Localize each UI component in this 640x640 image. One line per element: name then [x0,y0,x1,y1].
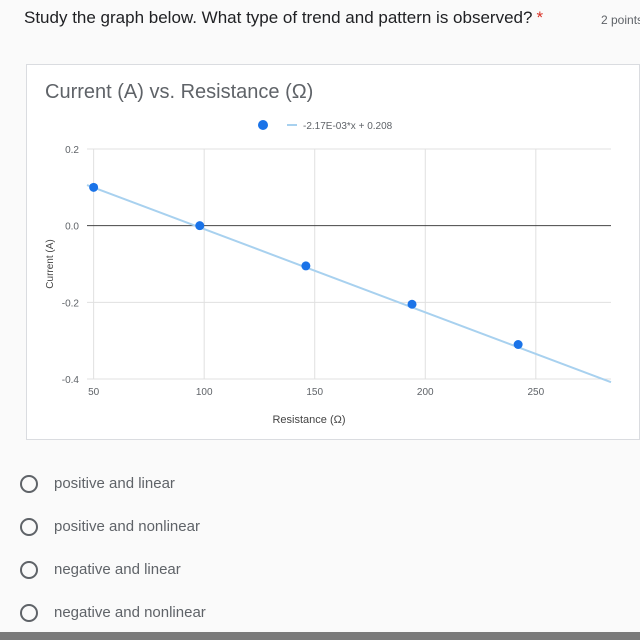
choice-negative-linear[interactable]: negative and linear [20,548,206,591]
choice-label: positive and linear [54,475,175,492]
answer-choices: positive and linear positive and nonline… [20,462,206,634]
x-tick-label: 250 [527,387,544,398]
legend-label: -2.17E-03*x + 0.208 [303,121,393,132]
choice-negative-nonlinear[interactable]: negative and nonlinear [20,591,206,634]
y-axis-label: Current (A) [45,239,56,288]
radio-button[interactable] [20,560,38,579]
radio-button[interactable] [20,603,38,622]
legend-marker [258,120,268,130]
data-point [195,221,205,231]
x-tick-label: 50 [88,387,100,398]
choice-positive-nonlinear[interactable]: positive and nonlinear [20,505,206,548]
data-point [89,182,99,192]
y-tick-label: -0.4 [62,375,80,386]
y-tick-label: 0.0 [65,222,79,233]
y-tick-label: -0.2 [62,298,80,309]
x-axis-label: Resistance (Ω) [272,414,345,426]
choice-positive-linear[interactable]: positive and linear [20,462,206,505]
choice-label: positive and nonlinear [54,518,200,535]
bottom-bar [0,632,640,640]
choice-label: negative and nonlinear [54,604,206,621]
x-tick-label: 150 [306,387,323,398]
question-label: Study the graph below. What type of tren… [24,8,533,27]
choice-label: negative and linear [54,561,181,578]
points-label: 2 points [601,13,640,27]
x-tick-label: 100 [196,387,213,398]
question-text: Study the graph below. What type of tren… [24,8,543,28]
radio-button[interactable] [20,474,38,493]
scatter-chart: 50 100 150 200 250 0.2 0.0 -0.2 -0.4 Resistance (… [45,120,612,426]
data-point [407,299,417,309]
x-tick-label: 200 [417,387,434,398]
trendline [86,184,612,384]
chart-card: Current (A) vs. Resistance (Ω) 50 100 150 2… [26,64,640,440]
data-point [301,261,311,271]
data-point [513,340,523,349]
chart-title: Current (A) vs. Resistance (Ω) [45,81,314,103]
y-tick-label: 0.2 [65,145,79,156]
radio-button[interactable] [20,517,38,536]
required-marker: * [536,8,544,27]
